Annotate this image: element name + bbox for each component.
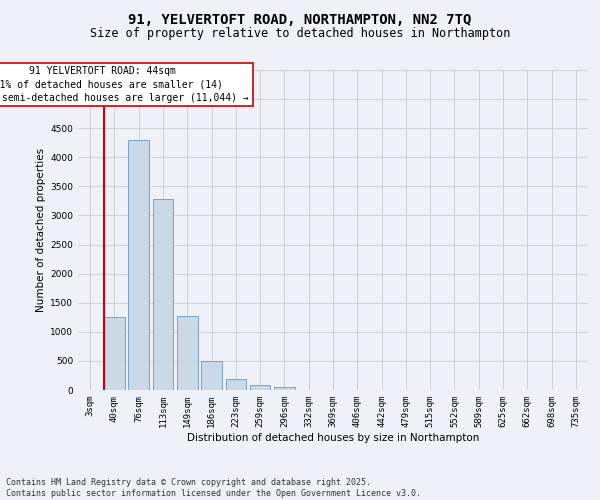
Bar — [226, 379, 246, 390]
Bar — [177, 316, 197, 390]
Text: Size of property relative to detached houses in Northampton: Size of property relative to detached ho… — [90, 28, 510, 40]
Text: 91 YELVERTOFT ROAD: 44sqm
← <1% of detached houses are smaller (14)
>99% of semi: 91 YELVERTOFT ROAD: 44sqm ← <1% of detac… — [0, 66, 249, 102]
Text: 91, YELVERTOFT ROAD, NORTHAMPTON, NN2 7TQ: 91, YELVERTOFT ROAD, NORTHAMPTON, NN2 7T… — [128, 12, 472, 26]
Bar — [128, 140, 149, 390]
Bar — [250, 385, 271, 390]
X-axis label: Distribution of detached houses by size in Northampton: Distribution of detached houses by size … — [187, 432, 479, 442]
Y-axis label: Number of detached properties: Number of detached properties — [36, 148, 46, 312]
Text: Contains HM Land Registry data © Crown copyright and database right 2025.
Contai: Contains HM Land Registry data © Crown c… — [6, 478, 421, 498]
Bar — [152, 199, 173, 390]
Bar — [274, 386, 295, 390]
Bar — [201, 362, 222, 390]
Bar — [104, 318, 125, 390]
